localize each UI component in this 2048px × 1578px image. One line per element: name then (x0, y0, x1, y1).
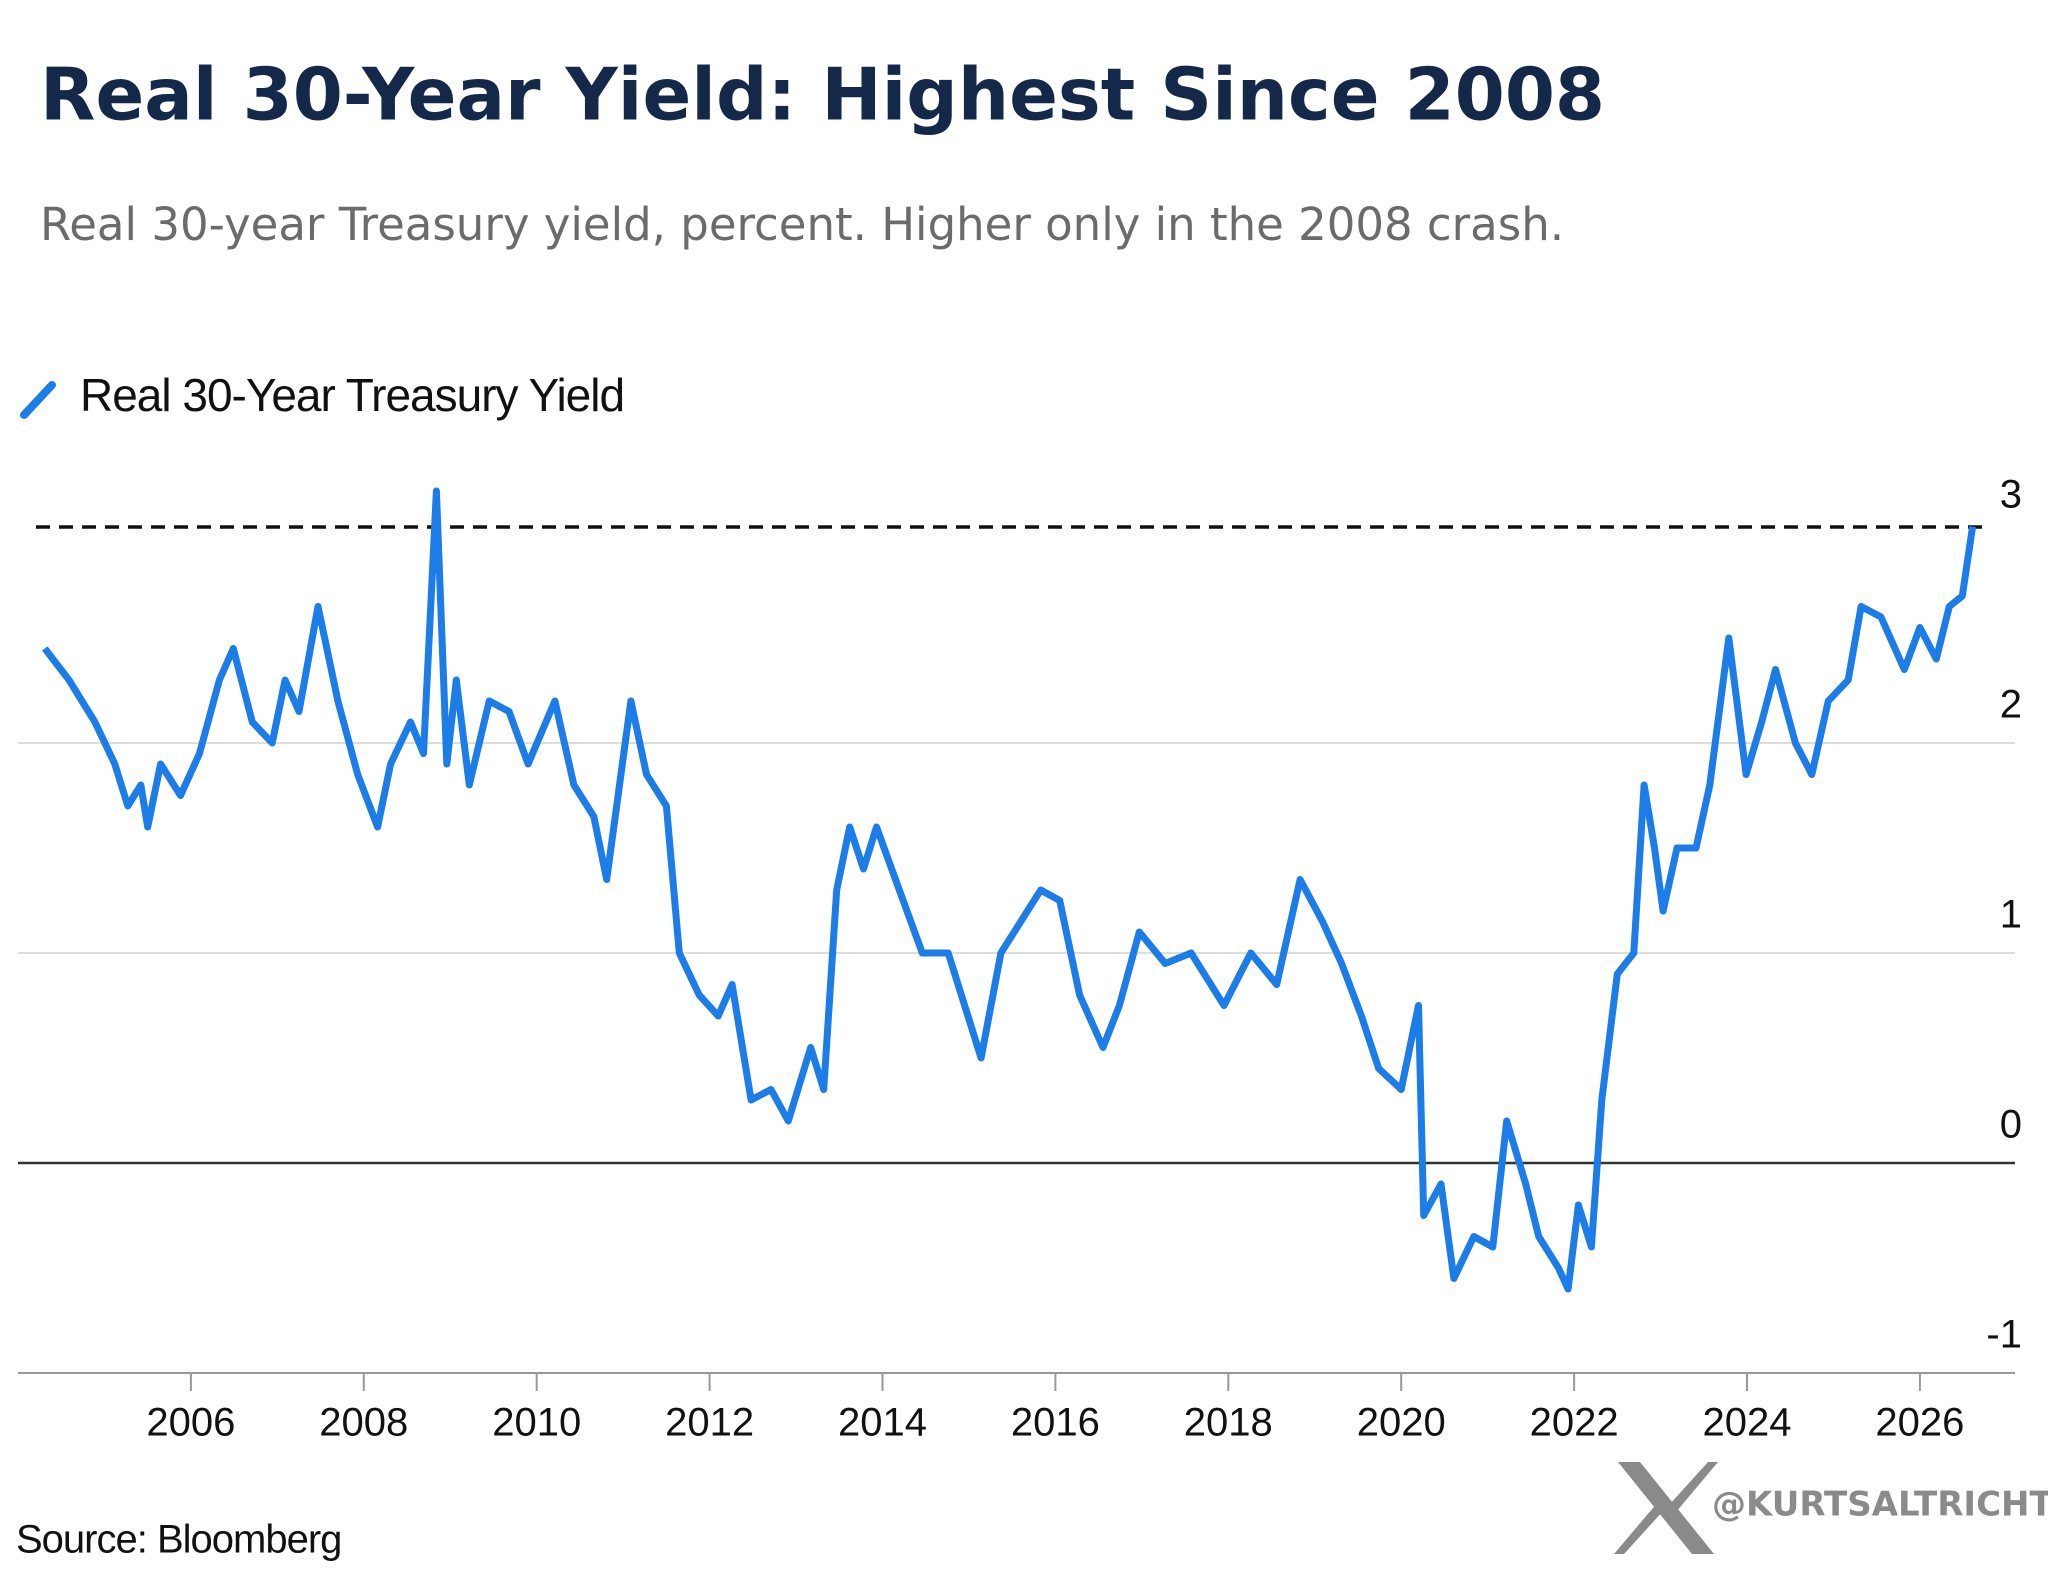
legend-label: Real 30-Year Treasury Yield (80, 369, 624, 421)
x-tick-label: 2016 (1011, 1401, 1100, 1445)
x-tick-label: 2006 (146, 1401, 235, 1445)
x-tick-label: 2012 (665, 1401, 754, 1445)
y-tick-label: 2 (2000, 683, 2022, 727)
y-tick-label: 3 (2000, 473, 2022, 517)
x-tick-label: 2008 (319, 1401, 408, 1445)
source: Source: Bloomberg (16, 1518, 341, 1562)
x-tick-label: 2022 (1530, 1401, 1619, 1445)
x-tick-label: 2010 (492, 1401, 581, 1445)
x-tick-label: 2020 (1357, 1401, 1446, 1445)
y-tick-label: 1 (2000, 893, 2022, 937)
x-tick-label: 2024 (1703, 1401, 1792, 1445)
y-tick-label: 0 (2000, 1103, 2022, 1147)
x-tick-label: 2018 (1184, 1401, 1273, 1445)
watermark-logo (1614, 1462, 1718, 1554)
legend-swatch (20, 381, 56, 419)
data-line (42, 487, 1977, 1293)
watermark: @KURTSALTRICHTER (1712, 1485, 2048, 1525)
y-tick-label: -1 (1986, 1313, 2022, 1357)
chart-title: Real 30-Year Yield: Highest Since 2008 (40, 53, 1605, 137)
chart-subtitle: Real 30-year Treasury yield, percent. Hi… (40, 198, 1564, 251)
x-tick-label: 2014 (838, 1401, 927, 1445)
x-tick-label: 2026 (1875, 1401, 1964, 1445)
